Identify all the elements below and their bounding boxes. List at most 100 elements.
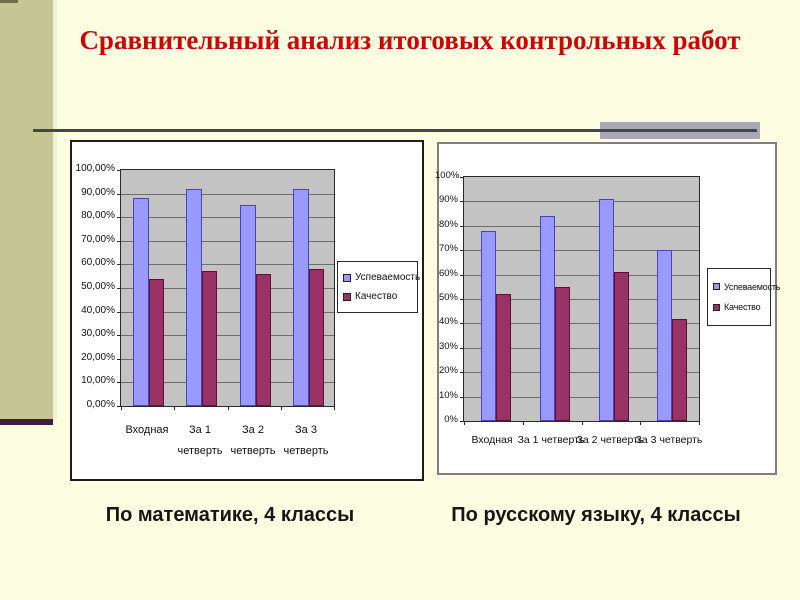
y-axis-label: 60% [438,268,458,279]
y-axis-label: 10% [438,390,458,401]
bar-uspevaemost-3 [293,189,309,406]
y-axis-tick [460,226,464,227]
bar-kachestvo-3 [672,319,687,421]
kachestvo-swatch [713,303,720,311]
bar-uspevaemost-0 [481,231,496,421]
uspevaemost-swatch [713,283,720,291]
x-axis-tick [699,421,700,425]
x-axis-tick [334,406,335,410]
title-rule [33,129,757,132]
legend-label: Успеваемость [355,272,421,283]
gridline [121,264,334,265]
x-axis-tick [174,406,175,410]
gridline [464,323,699,324]
bar-kachestvo-3 [309,269,324,406]
bar-kachestvo-1 [202,271,217,406]
x-axis-label: За 1 четверть [517,434,585,446]
y-axis-label: 0,00% [86,399,115,410]
x-axis-label: За 2 четверть [576,434,644,446]
y-axis-label: 100,00% [75,163,115,174]
plot-area [117,169,335,410]
y-axis-label: 100% [435,170,460,181]
bar-uspevaemost-2 [599,199,614,421]
y-axis-tick [460,323,464,324]
x-axis-label: Входная [125,424,169,436]
legend-item: Успеваемость [713,282,780,292]
y-axis-tick [460,397,464,398]
x-axis-label: За 3 четверть [635,434,703,446]
x-axis-tick [640,421,641,425]
y-axis-tick [460,421,464,422]
x-axis-tick [464,421,465,425]
gridline [121,382,334,383]
y-axis-tick [117,264,121,265]
gridline [464,299,699,300]
slide-title: Сравнительный анализ итоговых контрольны… [79,25,741,55]
bar-kachestvo-2 [614,272,629,421]
x-axis-label: За 1 четверть [177,424,223,457]
bar-uspevaemost-1 [186,189,202,406]
legend-label: Качество [724,302,761,313]
y-axis-label: 60,00% [81,257,115,268]
x-axis-tick [523,421,524,425]
gridline [464,397,699,398]
chart-russian: 0% 10% 20% 30% 40% 50% 60% 70% 80% 90% 100% Входная… [435,142,780,475]
y-axis-label: 50,00% [81,281,115,292]
chart-math: 0,00% 10,00% 20,00% 30,00% 40,00% 50,00% 60,00… [70,140,424,481]
legend: Успеваемость Качество [707,268,780,326]
x-axis-label: За 2 четверть [230,424,276,457]
kachestvo-swatch [343,292,351,301]
y-axis-tick [460,201,464,202]
y-axis-tick [117,312,121,313]
legend-label: Качество [355,291,398,302]
gridline [464,201,699,202]
gridline [464,348,699,349]
x-axis-tick [121,406,122,410]
bar-uspevaemost-2 [240,205,256,406]
y-axis-tick [117,335,121,336]
y-axis-label: 90% [438,194,458,205]
gridline [121,194,334,195]
gridline [121,335,334,336]
bar-kachestvo-2 [256,274,271,406]
bar-uspevaemost-3 [657,250,672,421]
band-accent-bar [0,419,53,425]
y-axis-tick [117,406,121,407]
y-axis-tick [117,194,121,195]
y-axis-label: 90,00% [81,187,115,198]
y-axis-tick [460,299,464,300]
y-axis-label: 10,00% [81,375,115,386]
gridline [121,312,334,313]
side-band-edge [53,0,57,419]
x-axis-label: Входная [471,434,513,446]
y-axis-tick [460,250,464,251]
x-axis-tick [228,406,229,410]
y-axis-tick [117,382,121,383]
side-band [0,0,53,419]
gridline [464,250,699,251]
y-axis-label: 80% [438,219,458,230]
y-axis-tick [460,275,464,276]
y-axis-tick [117,288,121,289]
y-axis-tick [117,359,121,360]
gridline [464,372,699,373]
caption-russian: По русскому языку, 4 классы [451,504,741,526]
y-axis-label: 80,00% [81,210,115,221]
y-axis-label: 30% [438,341,458,352]
x-axis-tick [281,406,282,410]
legend-item: Качество [713,302,768,312]
legend-label: Успеваемость [724,281,781,292]
y-axis-tick [117,170,121,171]
y-axis-label: 50% [438,292,458,303]
legend-item: Успеваемость [343,272,420,283]
bar-kachestvo-1 [555,287,570,421]
y-axis-label: 40,00% [81,305,115,316]
y-axis-label: 0% [444,414,458,425]
caption-math: По математике, 4 классы [105,504,355,526]
gridline [121,288,334,289]
gridline [121,359,334,360]
plot-area [460,176,700,425]
y-axis-label: 20,00% [81,352,115,363]
y-axis-tick [460,177,464,178]
